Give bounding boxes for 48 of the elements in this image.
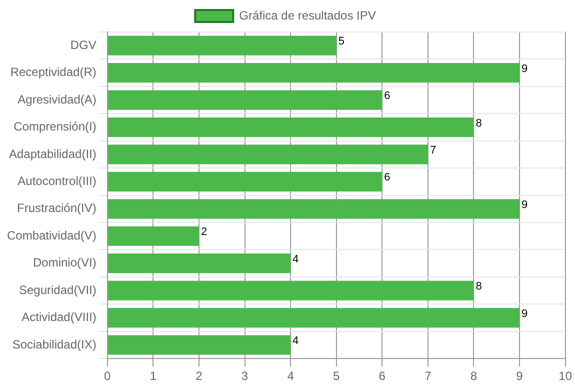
x-tick-label: 5 xyxy=(333,369,340,384)
y-tick-label: Adaptabilidad(II) xyxy=(8,146,96,161)
bar xyxy=(108,63,520,83)
bar xyxy=(108,144,428,164)
data-label: 6 xyxy=(384,172,390,184)
data-label: 4 xyxy=(292,253,299,266)
y-tick-label: DGV xyxy=(70,38,96,52)
bar xyxy=(108,172,382,192)
legend-label: Gráfica de resultados IPV xyxy=(239,8,376,22)
x-tick-label: 3 xyxy=(241,369,248,384)
data-label: 9 xyxy=(522,308,528,320)
bar xyxy=(108,335,291,355)
y-tick-label: Sociabilidad(IX) xyxy=(12,337,96,352)
x-tick-label: 2 xyxy=(196,369,203,384)
y-tick-label: Seguridad(VII) xyxy=(18,282,96,297)
x-tick-label: 4 xyxy=(287,369,294,384)
x-tick-label: 7 xyxy=(424,369,432,384)
y-tick-label: Agresividad(A) xyxy=(18,92,96,106)
y-tick-label: Dominio(VI) xyxy=(33,256,96,270)
x-tick-label: 8 xyxy=(470,369,478,384)
x-tick-label: 6 xyxy=(378,369,386,384)
bar xyxy=(108,254,291,274)
data-label: 2 xyxy=(200,226,208,238)
bar xyxy=(108,226,199,246)
y-tick-label: Actividad(VIII) xyxy=(22,310,96,324)
y-tick-label: Frustración(IV) xyxy=(17,201,96,216)
bar xyxy=(108,90,382,110)
y-tick-label: Combatividad(V) xyxy=(6,228,96,242)
bar xyxy=(108,280,474,300)
data-label: 4 xyxy=(292,335,299,348)
bar xyxy=(108,117,474,138)
data-label: 8 xyxy=(476,280,482,293)
data-label: 5 xyxy=(338,36,344,48)
data-label: 6 xyxy=(384,90,390,102)
bar xyxy=(108,36,336,56)
data-label: 8 xyxy=(476,117,482,130)
y-tick-label: Receptividad(R) xyxy=(10,65,96,80)
y-tick-label: Comprensión(I) xyxy=(14,120,96,134)
data-label: 9 xyxy=(522,198,528,211)
x-tick-label: 0 xyxy=(104,369,112,384)
data-label: 7 xyxy=(430,144,436,157)
x-tick-label: 10 xyxy=(558,369,572,384)
y-tick-label: Autocontrol(III) xyxy=(18,174,96,188)
bar xyxy=(108,308,520,328)
bar xyxy=(108,199,520,219)
data-label: 9 xyxy=(522,62,528,75)
x-tick-label: 1 xyxy=(150,369,157,384)
x-tick-label: 9 xyxy=(516,369,524,384)
